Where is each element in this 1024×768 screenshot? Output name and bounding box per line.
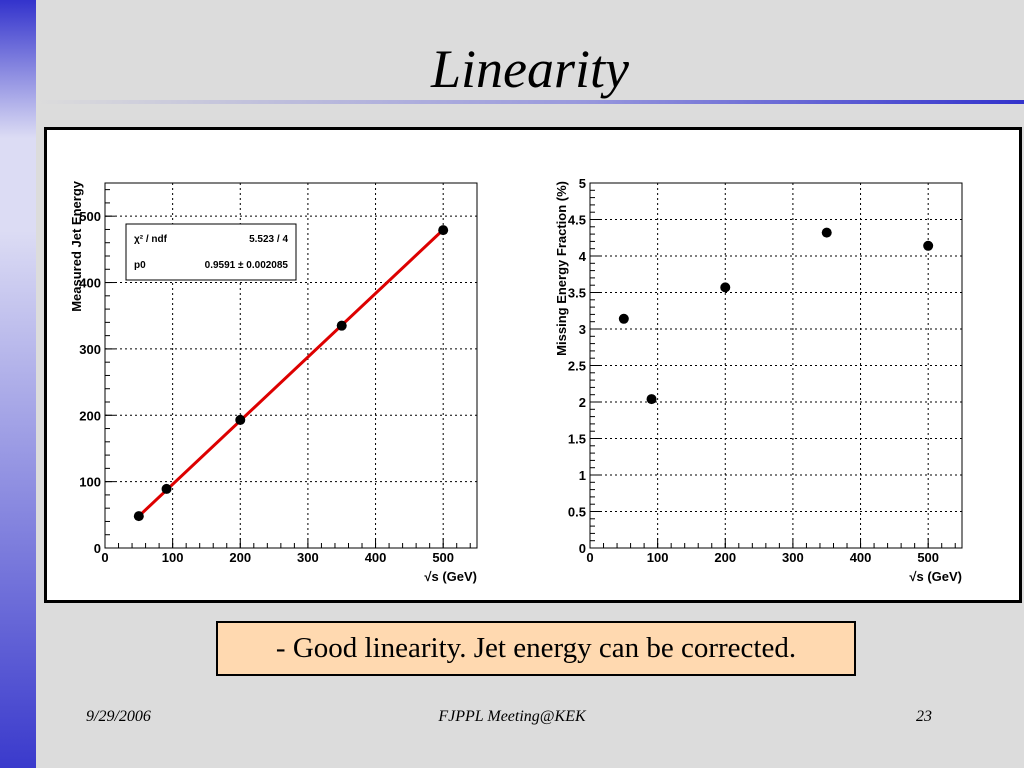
chart2-y-axis-label: Missing Energy Fraction (%): [554, 181, 569, 356]
chart2-y-tick-label: 4.5: [568, 213, 586, 228]
chart1-stats-p0-label: p0: [134, 260, 146, 271]
chart1-data-point: [133, 511, 144, 522]
chart2-y-tick-label: 4: [579, 249, 587, 264]
footer-date: 9/29/2006: [86, 708, 151, 725]
chart1-x-tick-label: 200: [229, 550, 251, 565]
slide-title: Linearity: [431, 39, 629, 99]
footer-page-number: 23: [916, 708, 932, 725]
chart2-y-tick-label: 1.5: [568, 432, 586, 447]
chart1-x-tick-label: 400: [365, 550, 387, 565]
footer-event: FJPPL Meeting@KEK: [438, 708, 586, 725]
chart2-x-tick-label: 200: [714, 550, 736, 565]
chart2-data-point: [821, 227, 832, 238]
chart2-data-point: [618, 313, 629, 324]
chart2-x-tick-label: 100: [647, 550, 669, 565]
chart2-y-tick-label: 1: [579, 468, 586, 483]
chart2-x-tick-label: 500: [917, 550, 939, 565]
chart2-x-tick-label: 400: [850, 550, 872, 565]
chart1-x-tick-label: 300: [297, 550, 319, 565]
chart1-fit-line: [137, 228, 445, 518]
chart2-y-tick-label: 2: [579, 395, 586, 410]
chart2-y-tick-label: 5: [579, 176, 586, 191]
chart2-data-point: [646, 394, 657, 405]
chart1-y-tick-label: 500: [79, 209, 101, 224]
chart1-data-point: [336, 320, 347, 331]
chart1-x-tick-label: 0: [101, 550, 108, 565]
chart1-y-tick-label: 100: [79, 475, 101, 490]
chart2-y-tick-label: 0.5: [568, 505, 586, 520]
chart1-data-point: [161, 483, 172, 494]
chart1-y-axis-label: Measured Jet Energy: [69, 180, 84, 312]
chart1-data-point: [438, 225, 449, 236]
chart1-y-tick-label: 0: [94, 541, 101, 556]
chart2-x-tick-label: 0: [586, 550, 593, 565]
chart1-x-tick-label: 100: [162, 550, 184, 565]
chart1-stats-p0-value: 0.9591 ± 0.002085: [205, 260, 289, 271]
chart2-y-tick-label: 3.5: [568, 286, 586, 301]
chart1-data-point: [235, 414, 246, 425]
chart1-y-tick-label: 200: [79, 408, 101, 423]
chart1-stats-chi2-value: 5.523 / 4: [249, 234, 288, 245]
chart2-x-axis-label: √s (GeV): [909, 569, 962, 584]
chart-frame: 0 100 200 300 400 500 0 100 200 300 400 500 √s (GeV)…: [44, 127, 1022, 603]
chart2-y-tick-label: 0: [579, 541, 586, 556]
chart2-y-tick-label: 2.5: [568, 359, 586, 374]
chart2-data-point: [923, 240, 934, 251]
chart1-stats-chi2-label: χ² / ndf: [134, 234, 168, 245]
chart1-x-tick-label: 500: [432, 550, 454, 565]
chart2-y-tick-label: 3: [579, 322, 586, 337]
chart1-y-tick-label: 400: [79, 276, 101, 291]
left-accent-bar: [0, 0, 36, 768]
chart1-x-axis-label: √s (GeV): [424, 569, 477, 584]
chart2-x-tick-label: 300: [782, 550, 804, 565]
title-underline: [36, 100, 1024, 104]
chart1-stats-box: [125, 223, 297, 281]
chart1-y-tick-label: 300: [79, 342, 101, 357]
conclusion-note: - Good linearity. Jet energy can be corr…: [216, 621, 856, 676]
chart2-data-point: [720, 282, 731, 293]
